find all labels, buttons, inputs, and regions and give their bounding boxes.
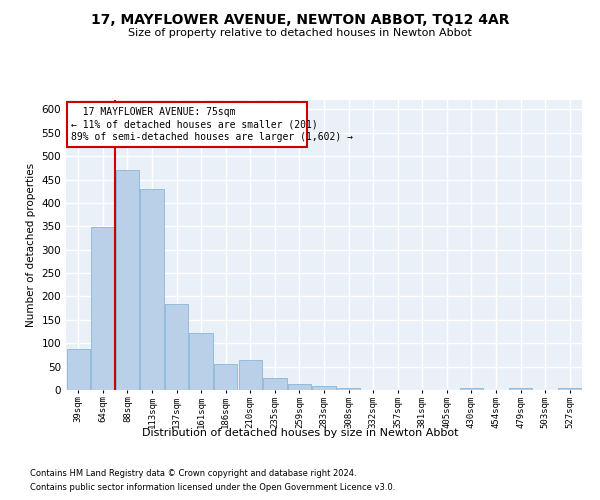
Bar [509, 388, 532, 390]
Bar [67, 349, 90, 390]
Text: 17 MAYFLOWER AVENUE: 75sqm: 17 MAYFLOWER AVENUE: 75sqm [71, 107, 235, 117]
Bar [337, 388, 360, 390]
Bar [190, 333, 213, 390]
Text: ← 11% of detached houses are smaller (201): ← 11% of detached houses are smaller (20… [71, 120, 317, 130]
Text: Distribution of detached houses by size in Newton Abbot: Distribution of detached houses by size … [142, 428, 458, 438]
Bar [214, 364, 238, 390]
Bar [67, 102, 307, 147]
Bar [239, 360, 262, 390]
Text: 17, MAYFLOWER AVENUE, NEWTON ABBOT, TQ12 4AR: 17, MAYFLOWER AVENUE, NEWTON ABBOT, TQ12… [91, 12, 509, 26]
Bar [288, 384, 311, 390]
Text: 89% of semi-detached houses are larger (1,602) →: 89% of semi-detached houses are larger (… [71, 132, 353, 142]
Bar [140, 189, 164, 390]
Text: Size of property relative to detached houses in Newton Abbot: Size of property relative to detached ho… [128, 28, 472, 38]
Bar [460, 388, 483, 390]
Bar [313, 386, 335, 390]
Bar [165, 304, 188, 390]
Text: Contains public sector information licensed under the Open Government Licence v3: Contains public sector information licen… [30, 484, 395, 492]
Y-axis label: Number of detached properties: Number of detached properties [26, 163, 36, 327]
Text: Contains HM Land Registry data © Crown copyright and database right 2024.: Contains HM Land Registry data © Crown c… [30, 468, 356, 477]
Bar [91, 227, 115, 390]
Bar [558, 388, 581, 390]
Bar [263, 378, 287, 390]
Bar [116, 170, 139, 390]
